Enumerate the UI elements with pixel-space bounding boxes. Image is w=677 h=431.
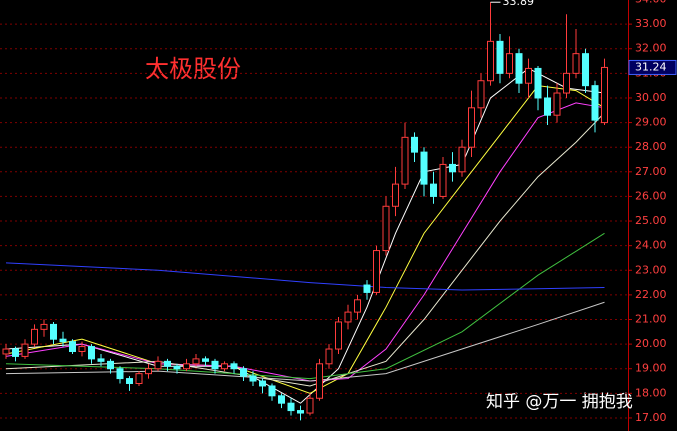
candle-body (50, 323, 57, 340)
candle-body (392, 183, 399, 207)
candle-body (525, 67, 532, 84)
candle-body (401, 136, 409, 185)
candle-body (2, 348, 10, 355)
candle-body (78, 346, 86, 352)
candle-body (506, 53, 513, 74)
candle-body (563, 72, 570, 94)
candle-body (487, 40, 494, 82)
high-annotation: 33.89 (503, 0, 535, 8)
candle-body (354, 299, 361, 313)
y-tick-label: 30.00 (635, 91, 667, 104)
candle-body (21, 343, 29, 357)
candle-body (173, 365, 181, 370)
candle-body (31, 328, 38, 345)
y-tick-label: 26.00 (635, 189, 667, 202)
candle-body (553, 92, 561, 116)
ma-line (5, 301, 605, 382)
candle-body (316, 363, 323, 399)
candle-body (12, 348, 19, 357)
candle-body (40, 323, 48, 330)
y-tick-label: 19.00 (635, 362, 667, 375)
candle-body (145, 368, 152, 375)
candle-body (582, 53, 589, 87)
y-tick-label: 23.00 (635, 263, 667, 276)
y-tick-label: 20.00 (635, 337, 667, 350)
y-tick-label: 28.00 (635, 140, 667, 153)
candle-body (249, 375, 257, 382)
candle-body (601, 66, 608, 124)
candle-body (458, 146, 466, 173)
candle-body (297, 410, 304, 414)
candle-body (154, 360, 162, 370)
candle-body (221, 363, 228, 370)
y-tick-label: 24.00 (635, 239, 667, 252)
candle-body (572, 53, 580, 74)
candle-body (515, 53, 523, 84)
candle-body (344, 311, 352, 323)
chart-title: 太极股份 (145, 55, 241, 83)
candle-body (211, 360, 219, 370)
candle-body (97, 358, 105, 362)
y-tick-label: 29.00 (635, 116, 667, 129)
candle-body (107, 360, 114, 370)
candle-body (192, 358, 200, 365)
candle-body (202, 358, 209, 362)
candle-body (306, 397, 314, 414)
candle-body (240, 368, 247, 377)
candle-body (135, 373, 143, 384)
candle-body (59, 338, 67, 343)
candle-body (420, 151, 428, 185)
candle-body (183, 363, 190, 370)
candle-body (268, 385, 276, 397)
y-tick-label: 22.00 (635, 288, 667, 301)
y-tick-label: 32.00 (635, 42, 667, 55)
candle-body (449, 163, 456, 173)
candle-body (496, 40, 504, 74)
last-price-box (628, 59, 677, 75)
candle-body (439, 163, 447, 197)
candle-body (335, 321, 342, 350)
candle-body (430, 183, 437, 197)
y-tick-label: 17.00 (635, 411, 667, 424)
candle-body (278, 395, 285, 404)
candle-body (325, 348, 333, 365)
candle-body (164, 360, 171, 367)
candle-body (591, 85, 599, 121)
candle-body (411, 136, 418, 153)
candle-body (363, 284, 371, 293)
y-tick-label: 18.00 (635, 386, 667, 399)
candle-body (259, 380, 266, 387)
candle-body (230, 363, 238, 370)
candle-body (88, 346, 95, 360)
y-tick-label: 34.00 (635, 0, 667, 6)
y-tick-label: 33.00 (635, 17, 667, 30)
candle-body (287, 402, 295, 412)
candle-body (468, 107, 475, 148)
candle-body (477, 80, 485, 109)
candle-body (534, 67, 542, 99)
candle-body (382, 205, 390, 252)
ma-line (5, 262, 605, 291)
last-price: 31.24 (635, 60, 667, 73)
candle-body (544, 97, 551, 116)
candle-body (126, 378, 133, 384)
watermark: 知乎 @万一 拥抱我 (486, 392, 633, 412)
candle-body (69, 341, 76, 352)
y-tick-label: 21.00 (635, 312, 667, 325)
candle-body (116, 368, 124, 380)
y-tick-label: 27.00 (635, 165, 667, 178)
y-tick-label: 25.00 (635, 214, 667, 227)
candle-body (373, 250, 380, 293)
